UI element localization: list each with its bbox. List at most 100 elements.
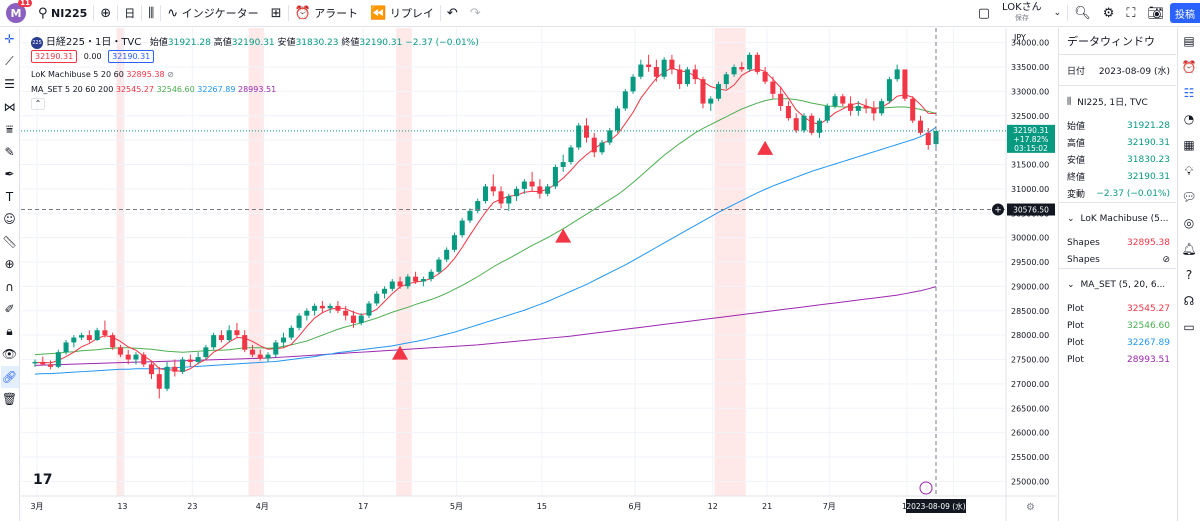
candle-body [327,305,333,309]
trendline-tool[interactable]: ⟋ [5,54,14,69]
close-label: 終値 [341,38,360,48]
candle-body [855,106,861,111]
candle-body [211,335,217,348]
visibility-tool[interactable]: 👁︎ [1,347,18,362]
redo-button[interactable]: ↷ [464,0,487,27]
replay-button[interactable]: ⏪ リプレイ [364,0,440,27]
candle-body [413,276,419,282]
layout-button[interactable]: ▢ [972,0,996,27]
candle [731,64,737,77]
quick-search-button[interactable]: 🔍︎ [1068,0,1097,27]
chart-pane[interactable]: 34000.0033500.0033000.0032500.0032000.00… [21,28,1057,521]
fib-tool[interactable]: ⩸ [5,121,14,136]
calendar-icon[interactable]: ▦ [1183,138,1195,152]
headset-icon[interactable]: ☊ [1183,294,1195,308]
pattern-tool[interactable]: ⋈ [3,99,16,114]
indicator-1-row: Shapes 32895.38 [1059,234,1176,251]
candle-body [459,220,465,236]
indicator-2-section-header[interactable]: ⌄ MA_SET (5, 20, 6... [1059,268,1176,300]
symbol-section-header[interactable]: ⫼ NI225, 1日, TVC [1059,85,1176,117]
candle-body [358,315,364,323]
fullscreen-icon: ⛶ [1126,5,1136,21]
ruler-tool[interactable]: 📏︎ [1,234,18,249]
brush-tool[interactable]: ✎ [4,144,15,159]
crosshair-tool[interactable]: ✛ [4,32,15,47]
currency-label[interactable]: JPY [1014,33,1026,42]
alert-button[interactable]: ⏰ アラート [289,0,365,27]
candle-body [343,310,349,316]
watchlist-icon[interactable]: ▤ [1183,34,1195,48]
snapshot-button[interactable]: 📷︎ [1141,0,1170,27]
date-tick-label: 12 [708,502,718,511]
ma20-value: 32546.60 [156,85,195,94]
indicator-2-row: Plot 32546.60 [1059,317,1176,334]
chart-canvas[interactable]: 34000.0033500.0033000.0032500.0032000.00… [21,28,1057,521]
alerts-icon[interactable]: ⏰ [1181,60,1197,74]
candle-body [583,125,589,138]
candle-body [242,335,248,350]
compare-button[interactable]: ⊕ [94,0,117,27]
text-tool[interactable]: T [5,189,14,204]
candle [762,67,768,85]
settings-button[interactable]: ⚙ [1097,0,1121,27]
publish-button[interactable]: 投稿 [1170,3,1200,23]
indicators-button[interactable]: ∿ インジケーター [161,0,264,27]
symbol-search[interactable]: ⚲ NI225 [32,0,93,27]
price-tick-label: 33500.00 [1011,63,1049,72]
logo-wrap[interactable]: M 11 [0,0,32,27]
candle [739,62,745,72]
chat-icon[interactable]: 💬︎ [1181,190,1197,204]
data-window-icon[interactable]: ☷ [1183,86,1195,100]
candle [630,74,636,94]
fullscreen-button[interactable]: ⛶ [1120,0,1141,27]
app-logo[interactable]: M 11 [6,0,32,23]
lock-tool[interactable]: 🔒︎ [6,324,13,339]
price-tick-label: 27000.00 [1011,380,1049,389]
sell-button[interactable]: 32190.31 [31,50,78,63]
user-dropdown[interactable]: ⌄ [1048,0,1068,27]
indicator-1-section-header[interactable]: ⌄ LoK Machibuse (5... [1059,202,1176,234]
candle-body [863,106,869,109]
indicator-1-rows: Shapes 32895.38 Shapes ⊘ [1059,234,1176,268]
candle [148,361,155,379]
lock-drawing-pencil-tool[interactable]: ✐ [4,302,15,317]
sync-link-tool[interactable]: 🔗︎ [0,365,19,388]
collapse-legend-button[interactable]: ⌃ [31,98,45,110]
hotlist-icon[interactable]: ◔ [1183,112,1195,126]
candle [514,186,520,202]
magnet-tool[interactable]: ∩ [5,279,14,294]
collapse-icon: ⌄ [1067,213,1075,224]
date-tick-label: 13 [117,502,127,511]
undo-button[interactable]: ↶ [441,0,464,27]
indicator-1-value: ⊘ [1162,254,1170,265]
indicator-legend-2[interactable]: MA_SET 5 20 60 200 32545.27 32546.60 322… [31,85,276,94]
candle [599,140,605,155]
order-panel-icon[interactable]: ▭ [1183,320,1195,334]
help-icon[interactable]: ? [1185,268,1193,282]
trash-tool[interactable]: 🗑︎ [1,392,18,407]
pen-tool[interactable]: ✒ [4,167,15,182]
indicator-legend-1[interactable]: LoK Machibuse 5 20 60 32895.38 ⊘ [31,70,174,79]
emoji-tool[interactable]: ☺ [3,212,16,227]
ideas-icon[interactable]: 💡︎ [1184,163,1194,178]
interval-button[interactable]: 日 [124,7,136,20]
candle-body [506,196,512,204]
streams-icon[interactable]: ◎ [1183,216,1195,230]
notifications-icon[interactable]: 🔔︎ [1181,242,1197,256]
candle [319,301,325,314]
alarm-clock-icon: ⏰ [294,5,311,21]
buy-button[interactable]: 32190.31 [108,50,155,63]
candle [832,93,838,109]
candle [506,193,512,211]
user-menu[interactable]: LOKさん 保存 [996,0,1048,27]
divider [160,5,162,21]
candle [40,356,46,366]
templates-button[interactable]: ⊞ [265,0,288,27]
zoom-tool[interactable]: ⊕ [4,257,15,272]
candle-body [801,115,807,131]
horizontal-lines-tool[interactable]: ☰ [4,77,15,92]
chart-type-button[interactable]: ⫼ [142,0,160,27]
square-icon: ▢ [977,5,990,21]
symbol-title[interactable]: 日経225・1日・TVC [45,37,142,48]
candle-body [304,310,310,316]
